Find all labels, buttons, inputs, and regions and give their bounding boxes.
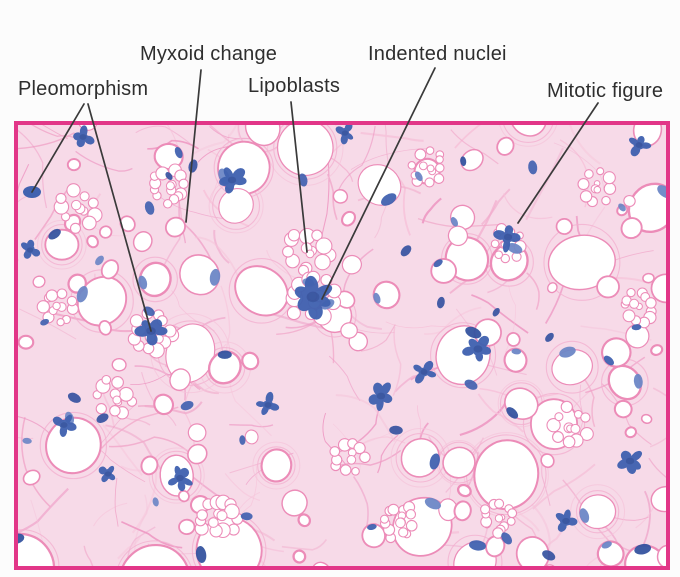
micrograph-frame bbox=[14, 121, 670, 570]
figure-label-myxoid-change: Myxoid change bbox=[140, 43, 278, 65]
histology-illustration bbox=[18, 125, 666, 566]
figure-label-mitotic-figure: Mitotic figure bbox=[547, 80, 664, 102]
figure-label-indented-nuclei: Indented nuclei bbox=[368, 43, 507, 65]
figure-label-lipoblasts: Lipoblasts bbox=[248, 75, 341, 97]
figure-label-pleomorphism: Pleomorphism bbox=[18, 78, 149, 100]
